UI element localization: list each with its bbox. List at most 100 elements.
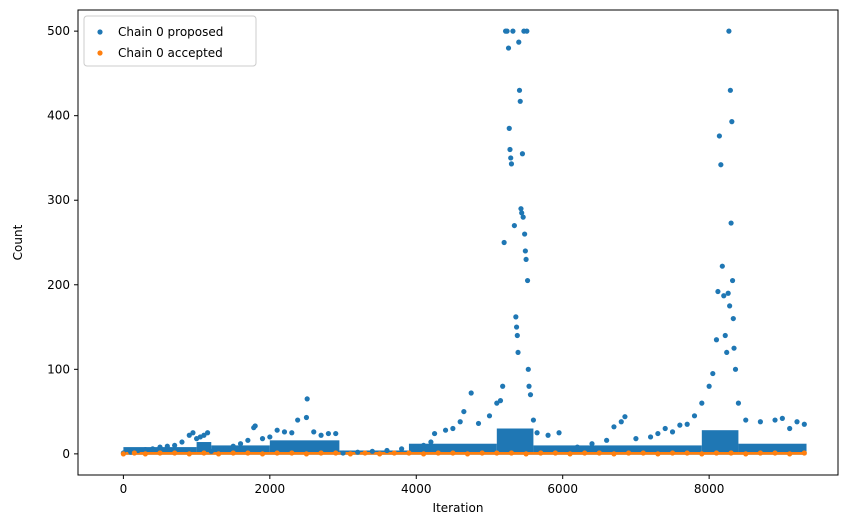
proposed-point-121 (731, 345, 737, 351)
proposed-point-64 (513, 314, 519, 320)
proposed-point-125 (757, 419, 763, 425)
accepted-point-17 (362, 450, 368, 456)
proposed-point-40 (413, 444, 419, 450)
proposed-point-56 (504, 28, 510, 34)
proposed-point-128 (787, 425, 793, 432)
proposed-point-52 (497, 398, 504, 404)
x-tick-label: 0 (120, 482, 128, 496)
accepted-point-29 (538, 450, 544, 456)
proposed-point-22 (252, 423, 258, 429)
accepted-point-26 (494, 450, 500, 456)
series-layer (120, 28, 807, 457)
accepted-point-27 (508, 450, 515, 456)
proposed-point-25 (274, 427, 280, 433)
accepted-point-38 (669, 450, 676, 456)
proposed-point-77 (522, 248, 528, 254)
proposed-point-100 (684, 421, 690, 427)
proposed-point-4 (150, 446, 156, 452)
proposed-band-8 (701, 430, 739, 455)
y-axis-ticks: 0 100 200 300 400 500 (47, 24, 78, 461)
proposed-point-97 (662, 425, 668, 432)
proposed-point-91 (611, 424, 617, 430)
proposed-point-62 (510, 28, 516, 34)
x-tick-label: 4000 (401, 482, 432, 496)
accepted-point-2 (142, 451, 148, 457)
accepted-point-31 (567, 451, 573, 457)
plot-frame (77, 9, 839, 476)
proposed-point-104 (710, 370, 716, 377)
proposed-point-126 (772, 417, 778, 423)
accepted-point-0 (120, 451, 126, 457)
accepted-point-44 (757, 450, 763, 456)
proposed-point-30 (304, 396, 310, 402)
proposed-point-9 (186, 432, 192, 438)
accepted-point-42 (728, 450, 734, 456)
proposed-band-7 (533, 445, 702, 455)
accepted-point-45 (772, 450, 778, 456)
proposed-band-1 (196, 442, 212, 455)
accepted-point-19 (391, 450, 397, 456)
proposed-point-37 (369, 448, 375, 454)
proposed-point-127 (779, 415, 785, 421)
proposed-point-122 (732, 366, 739, 372)
proposed-point-31 (311, 429, 317, 435)
legend-label-accepted: Chain 0 accepted (118, 46, 223, 60)
accepted-point-10 (259, 451, 266, 457)
proposed-point-72 (519, 210, 525, 216)
proposed-point-15 (208, 448, 214, 454)
proposed-point-59 (507, 146, 513, 153)
proposed-point-6 (164, 443, 170, 449)
legend-marker-proposed (97, 29, 103, 35)
proposed-point-120 (730, 315, 736, 322)
proposed-point-65 (513, 324, 520, 330)
proposed-band-5 (408, 443, 497, 455)
proposed-point-39 (399, 446, 405, 452)
accepted-point-5 (186, 451, 192, 457)
proposed-point-60 (508, 155, 514, 161)
x-tick-label: 6000 (547, 482, 578, 496)
proposed-point-17 (223, 446, 229, 452)
proposed-point-18 (230, 443, 236, 449)
accepted-point-39 (684, 450, 690, 456)
accepted-point-21 (420, 451, 427, 457)
accepted-point-47 (801, 450, 807, 456)
x-tick-label: 8000 (694, 482, 725, 496)
proposed-point-90 (604, 437, 610, 443)
proposed-point-76 (522, 231, 528, 237)
accepted-point-41 (713, 450, 720, 456)
accepted-point-40 (699, 451, 705, 457)
accepted-point-15 (333, 450, 339, 456)
proposed-point-118 (729, 119, 735, 125)
accepted-point-32 (582, 450, 588, 456)
proposed-point-74 (520, 214, 526, 220)
accepted-point-9 (245, 450, 251, 456)
proposed-point-61 (508, 161, 515, 167)
proposed-point-53 (500, 383, 506, 389)
proposed-point-95 (647, 434, 654, 440)
legend: Chain 0 proposed Chain 0 accepted (83, 15, 257, 67)
proposed-point-47 (461, 408, 467, 415)
proposed-point-109 (719, 263, 725, 269)
proposed-point-8 (179, 439, 185, 445)
proposed-point-78 (523, 256, 529, 263)
proposed-point-89 (589, 441, 595, 447)
accepted-point-30 (552, 450, 558, 456)
proposed-point-93 (622, 414, 628, 420)
accepted-point-11 (274, 450, 280, 456)
accepted-point-6 (201, 450, 207, 456)
proposed-point-42 (428, 439, 434, 445)
proposed-point-79 (524, 28, 530, 34)
proposed-point-66 (514, 332, 520, 339)
accepted-point-16 (347, 451, 353, 457)
x-tick-label: 2000 (255, 482, 286, 496)
proposed-point-32 (318, 432, 324, 438)
accepted-point-23 (450, 450, 456, 456)
proposed-point-98 (669, 429, 676, 435)
proposed-point-27 (289, 430, 295, 436)
proposed-point-92 (618, 419, 624, 425)
proposed-point-69 (516, 87, 523, 93)
proposed-point-129 (794, 419, 800, 425)
proposed-point-83 (527, 392, 534, 398)
y-tick-label: 0 (62, 447, 70, 461)
proposed-point-73 (519, 151, 526, 157)
